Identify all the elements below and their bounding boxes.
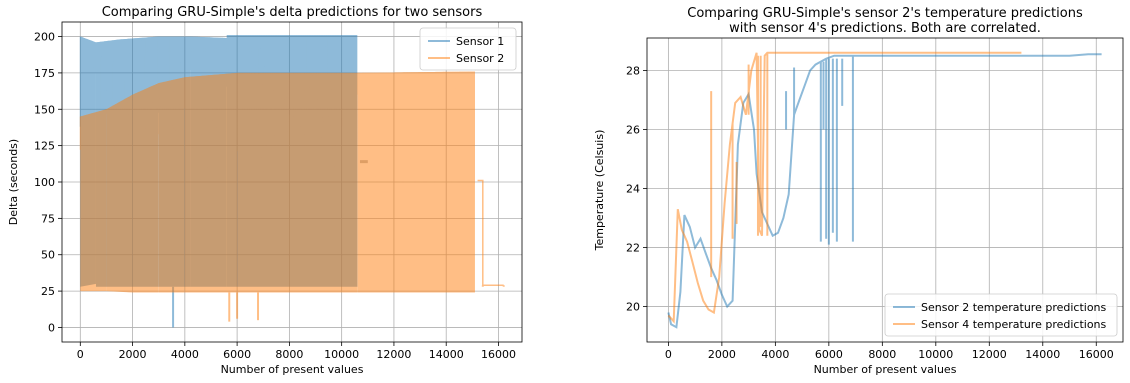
- legend-box: [419, 27, 517, 71]
- x-tick-label: 16000: [481, 348, 516, 361]
- legend-entry: Sensor 2: [456, 52, 504, 65]
- x-tick-label: 0: [665, 348, 672, 361]
- y-tick-label: 24: [626, 183, 640, 196]
- legend-entry: Sensor 2 temperature predictions: [921, 301, 1107, 314]
- series-2: [667, 51, 1022, 324]
- x-tick-label: 2000: [119, 348, 147, 361]
- band-segment: [237, 72, 358, 293]
- y-axis-label: Delta (seconds): [7, 139, 20, 225]
- x-tick-label: 12000: [972, 348, 1007, 361]
- plot-area: [667, 51, 1102, 329]
- x-tick-label: 2000: [708, 348, 736, 361]
- x-tick-label: 16000: [1079, 348, 1114, 361]
- y-tick-label: 25: [41, 285, 55, 298]
- legend-box: [884, 293, 1118, 337]
- series-2: [79, 71, 505, 322]
- x-tick-label: 0: [77, 348, 84, 361]
- legend-entry: Sensor 4 temperature predictions: [921, 318, 1107, 331]
- band-segment: [184, 72, 238, 293]
- series-line: [667, 51, 1022, 324]
- x-tick-label: 4000: [761, 348, 789, 361]
- y-tick-label: 26: [626, 123, 640, 136]
- y-tick-label: 0: [48, 321, 55, 334]
- chart-title: Comparing GRU-Simple's sensor 2's temper…: [687, 6, 1083, 21]
- plot-area: [79, 35, 505, 328]
- band-texture: [79, 71, 475, 209]
- x-tick-label: 10000: [918, 348, 953, 361]
- x-axis-label: Number of present values: [221, 363, 364, 376]
- legend-entry: Sensor 1: [456, 35, 504, 48]
- chart-title: Comparing GRU-Simple's delta predictions…: [102, 5, 483, 20]
- y-tick-label: 20: [626, 301, 640, 314]
- chart-1: 0 2000 4000 6000 8000 10000 12000 14000 16000 0 25…: [7, 5, 523, 376]
- x-tick-label: 6000: [223, 348, 251, 361]
- y-tick-label: 22: [626, 242, 640, 255]
- y-tick-label: 100: [34, 176, 55, 189]
- legend: Sensor 2 temperature predictions Sensor 4…: [884, 293, 1118, 337]
- series-line: [667, 53, 1102, 329]
- x-axis-label: Number of present values: [814, 363, 957, 376]
- x-tick-label: 4000: [171, 348, 199, 361]
- y-tick-label: 125: [34, 140, 55, 153]
- band-segment: [357, 71, 475, 293]
- legend: Sensor 1 Sensor 2: [419, 27, 517, 71]
- x-tick-label: 14000: [429, 348, 464, 361]
- y-tick-label: 150: [34, 103, 55, 116]
- x-tick-label: 6000: [815, 348, 843, 361]
- x-tick-label: 10000: [324, 348, 359, 361]
- x-tick-label: 14000: [1025, 348, 1060, 361]
- chart-2: 0 2000 4000 6000 8000 10000 12000 14000 16000 20 2…: [593, 6, 1124, 376]
- axes-frame: [646, 37, 1124, 343]
- series-tail: [477, 179, 504, 287]
- y-axis-label: Temperature (Celsuis): [593, 130, 606, 252]
- x-tick-label: 8000: [275, 348, 303, 361]
- x-tick-label: 12000: [376, 348, 411, 361]
- y-tick-label: 175: [34, 67, 55, 80]
- y-tick-label: 50: [41, 249, 55, 262]
- y-tick-label: 28: [626, 64, 640, 77]
- y-tick-label: 200: [34, 31, 55, 44]
- x-tick-label: 8000: [868, 348, 896, 361]
- y-tick-label: 75: [41, 212, 55, 225]
- series-1: [667, 53, 1102, 329]
- chart-title: with sensor 4's predictions. Both are co…: [729, 21, 1041, 36]
